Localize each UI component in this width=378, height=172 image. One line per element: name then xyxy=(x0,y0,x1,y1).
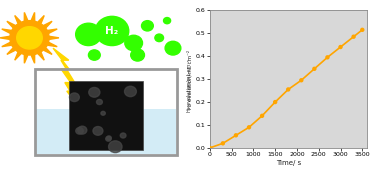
Polygon shape xyxy=(15,15,21,23)
Circle shape xyxy=(125,35,143,51)
Circle shape xyxy=(106,136,111,141)
Text: H₂: H₂ xyxy=(105,26,119,36)
Polygon shape xyxy=(7,48,15,54)
Circle shape xyxy=(10,21,49,55)
Point xyxy=(259,114,265,117)
Polygon shape xyxy=(53,48,82,112)
FancyBboxPatch shape xyxy=(36,69,177,155)
Point xyxy=(285,88,291,91)
Point xyxy=(298,79,304,82)
Point xyxy=(350,35,356,38)
Circle shape xyxy=(141,21,153,31)
Polygon shape xyxy=(24,55,28,63)
Polygon shape xyxy=(44,21,52,28)
Circle shape xyxy=(124,86,136,97)
Polygon shape xyxy=(44,48,52,54)
Circle shape xyxy=(95,16,129,46)
Polygon shape xyxy=(31,12,35,21)
Circle shape xyxy=(107,136,111,140)
Polygon shape xyxy=(48,42,57,47)
Circle shape xyxy=(93,127,103,135)
Circle shape xyxy=(17,27,42,49)
Point xyxy=(246,126,252,129)
Point xyxy=(311,67,318,70)
Point xyxy=(272,101,278,103)
Polygon shape xyxy=(38,15,44,23)
Polygon shape xyxy=(48,29,57,33)
Polygon shape xyxy=(7,21,15,28)
Circle shape xyxy=(76,23,101,46)
Text: H₂ evolution/mL cm⁻²: H₂ evolution/mL cm⁻² xyxy=(186,60,191,112)
Circle shape xyxy=(108,141,122,153)
Circle shape xyxy=(89,87,100,97)
Polygon shape xyxy=(38,52,44,60)
Point xyxy=(324,56,330,59)
Polygon shape xyxy=(0,36,9,39)
Polygon shape xyxy=(31,55,35,63)
Polygon shape xyxy=(2,42,11,47)
FancyBboxPatch shape xyxy=(36,109,176,154)
Polygon shape xyxy=(15,52,21,60)
Circle shape xyxy=(120,133,126,138)
Polygon shape xyxy=(50,36,59,39)
Point xyxy=(233,134,239,137)
Circle shape xyxy=(88,50,100,60)
Point xyxy=(207,147,213,149)
Circle shape xyxy=(164,18,170,24)
Circle shape xyxy=(155,34,164,42)
Point xyxy=(359,28,365,31)
Circle shape xyxy=(78,126,87,134)
Circle shape xyxy=(76,128,83,134)
FancyBboxPatch shape xyxy=(69,81,144,150)
X-axis label: Time/ s: Time/ s xyxy=(276,160,301,166)
Circle shape xyxy=(165,41,181,55)
Circle shape xyxy=(96,99,102,105)
Circle shape xyxy=(101,111,105,115)
Point xyxy=(338,46,344,48)
Polygon shape xyxy=(24,12,28,21)
Point xyxy=(220,142,226,145)
Circle shape xyxy=(131,49,144,61)
Circle shape xyxy=(70,93,79,102)
Y-axis label: H₂ evolution/mL cm⁻²: H₂ evolution/mL cm⁻² xyxy=(187,50,193,109)
Polygon shape xyxy=(2,29,11,33)
